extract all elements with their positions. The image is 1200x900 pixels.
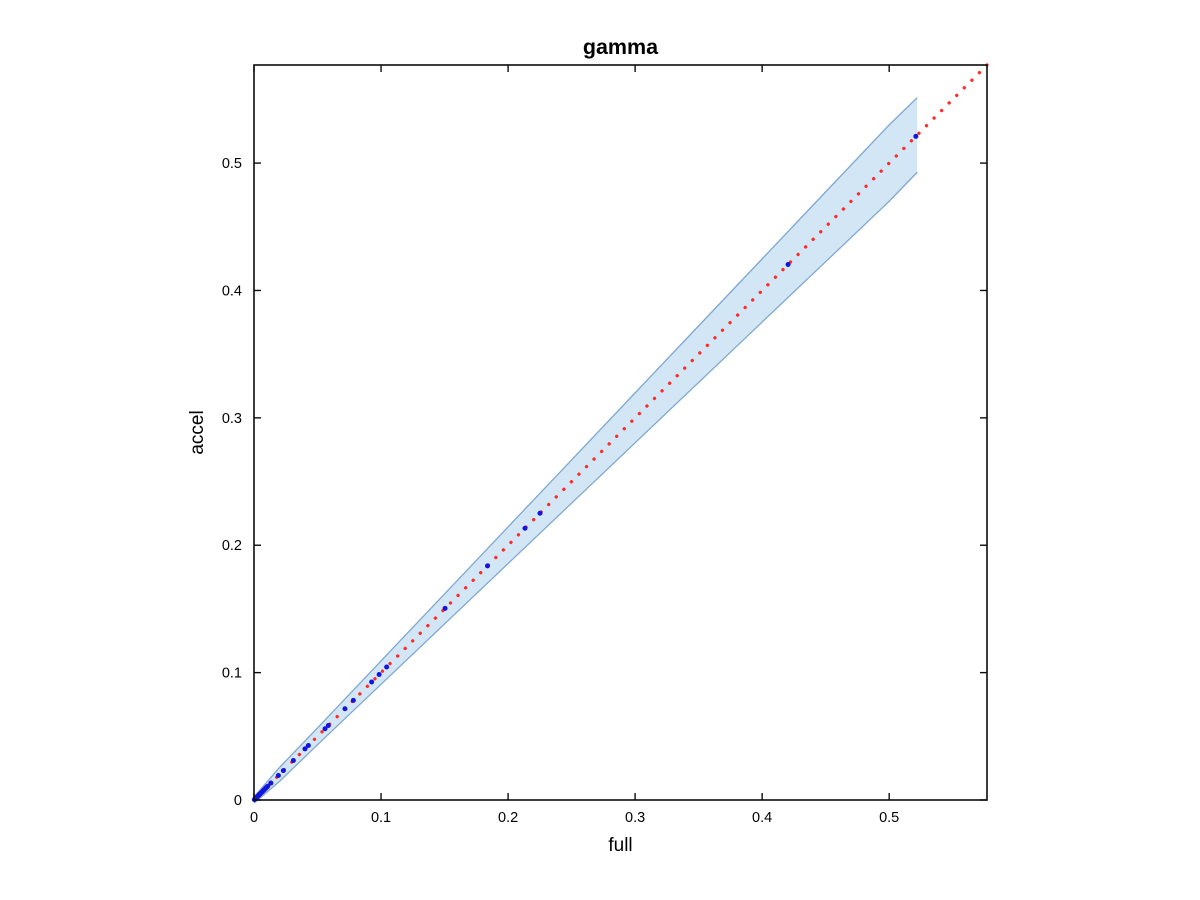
svg-text:gamma: gamma: [583, 35, 659, 59]
svg-text:0.3: 0.3: [625, 810, 645, 826]
svg-text:0.4: 0.4: [752, 810, 772, 826]
svg-text:0.5: 0.5: [222, 156, 242, 172]
svg-text:0: 0: [234, 793, 242, 809]
svg-text:0.2: 0.2: [498, 810, 518, 826]
svg-text:0: 0: [250, 810, 258, 826]
svg-text:0.3: 0.3: [222, 411, 242, 427]
svg-text:0.5: 0.5: [879, 810, 899, 826]
svg-text:0.1: 0.1: [222, 666, 242, 682]
svg-text:accel: accel: [187, 410, 208, 454]
svg-text:full: full: [608, 835, 632, 856]
svg-text:0.1: 0.1: [371, 810, 391, 826]
svg-text:0.2: 0.2: [222, 538, 242, 554]
svg-text:0.4: 0.4: [222, 283, 242, 299]
